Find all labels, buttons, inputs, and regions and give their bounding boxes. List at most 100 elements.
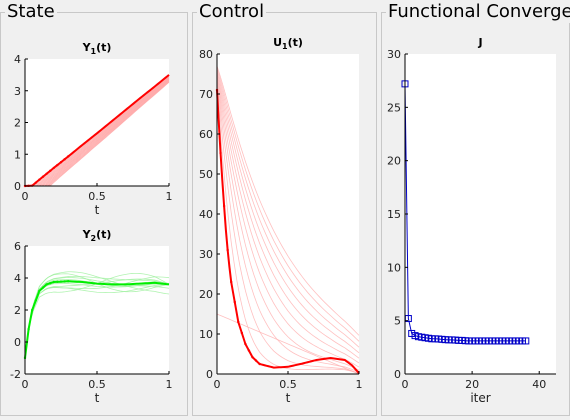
plot-area [405, 54, 556, 374]
chart-title: Y2(t) [82, 228, 112, 243]
x-tick-label: 0 [22, 378, 29, 391]
iteration-trace [216, 73, 360, 354]
y-tick-label: 4 [14, 272, 21, 285]
iteration-trace [216, 75, 360, 359]
y-tick-label: 0 [14, 180, 21, 193]
iteration-trace [216, 313, 360, 375]
y-tick-label: 10 [387, 261, 401, 274]
chart-title: J [477, 36, 482, 49]
iteration-trace [25, 79, 170, 187]
iteration-trace [216, 80, 360, 368]
trace-point [45, 172, 48, 175]
y-tick-label: 80 [199, 48, 213, 61]
trace-point [49, 169, 52, 173]
trace-point [240, 331, 244, 335]
x-axis-label: iter [470, 391, 490, 405]
y-tick-label: 6 [14, 240, 21, 253]
trace-point [34, 181, 37, 184]
plot-area [25, 59, 169, 186]
trace-point [251, 356, 254, 359]
y-tick-label: 40 [199, 208, 213, 221]
y-tick-label: 30 [387, 48, 401, 61]
trace-point [244, 342, 247, 346]
iteration-trace [25, 79, 170, 187]
y-tick-label: 70 [199, 88, 213, 101]
trace-point [63, 158, 66, 161]
trace-point [38, 178, 41, 181]
trace-point [41, 286, 45, 289]
trace-point [258, 362, 261, 366]
trace-point [45, 283, 48, 286]
control-panel-title: Control [197, 1, 267, 23]
y-tick-label: 60 [199, 128, 213, 141]
trace-point [233, 300, 236, 304]
iteration-trace [25, 75, 170, 187]
y-tick-label: 25 [387, 101, 401, 114]
iteration-trace [216, 70, 360, 348]
iteration-trace [216, 68, 360, 342]
x-tick-label: 0 [22, 190, 29, 203]
trace-point [67, 155, 70, 158]
y-tick-label: 15 [387, 208, 401, 221]
trace-point [34, 299, 37, 302]
trace-point [49, 282, 52, 285]
y-tick-label: 5 [394, 315, 401, 328]
iteration-trace [25, 76, 170, 187]
x-axis-label: t [95, 391, 100, 405]
chart-j: 0 20 40 0 5 10 15 20 25 30 iter J [387, 36, 556, 405]
trace-point [59, 280, 63, 283]
y-tick-label: 2 [14, 117, 21, 130]
trace-point [41, 175, 45, 178]
trace-point [67, 280, 70, 283]
iteration-trace [25, 80, 170, 187]
trace-point [230, 280, 233, 284]
y-tick-label: 10 [199, 328, 213, 341]
iteration-trace [216, 77, 360, 364]
trace-point [52, 166, 55, 170]
plot-area [25, 246, 169, 374]
y-tick-label: 0 [206, 368, 213, 381]
trace-point [219, 151, 222, 155]
y-tick-label: -2 [10, 368, 21, 381]
trace-point [31, 308, 34, 312]
y-tick-label: 3 [14, 85, 21, 98]
x-tick-label: 1 [356, 378, 363, 391]
x-tick-label: 0 [214, 378, 221, 391]
iteration-trace [24, 271, 170, 359]
state-panel-title: State [5, 1, 57, 23]
iteration-trace [216, 85, 360, 373]
trace-point [56, 163, 59, 167]
iteration-trace [216, 65, 360, 336]
y-tick-label: 50 [199, 168, 213, 181]
trace-point [56, 280, 59, 283]
y-tick-label: 4 [14, 53, 21, 66]
iteration-trace [25, 77, 170, 187]
y-tick-label: 0 [14, 336, 21, 349]
trace-point [254, 359, 258, 362]
trace-point [38, 289, 41, 292]
y-tick-label: 1 [14, 148, 21, 161]
iteration-trace [25, 78, 170, 187]
j-series-point [522, 337, 530, 345]
convergence-panel-title: Functional Converge [386, 1, 570, 23]
x-tick-label: 0.5 [279, 378, 297, 391]
final-trace [216, 89, 360, 374]
x-tick-label: 0.5 [88, 190, 106, 203]
iteration-trace [216, 82, 360, 371]
final-trace [24, 74, 170, 187]
trace-point [52, 280, 55, 284]
iteration-trace [25, 81, 170, 187]
trace-point [226, 248, 229, 252]
chart-title: Y1(t) [82, 41, 112, 56]
x-axis-label: t [286, 391, 291, 405]
iteration-trace [24, 284, 170, 359]
trace-point [59, 160, 63, 164]
iteration-trace [24, 283, 170, 359]
y-tick-label: 20 [199, 288, 213, 301]
y-tick-label: 2 [14, 304, 21, 317]
x-tick-label: 0 [402, 378, 409, 391]
iteration-trace [24, 276, 170, 359]
